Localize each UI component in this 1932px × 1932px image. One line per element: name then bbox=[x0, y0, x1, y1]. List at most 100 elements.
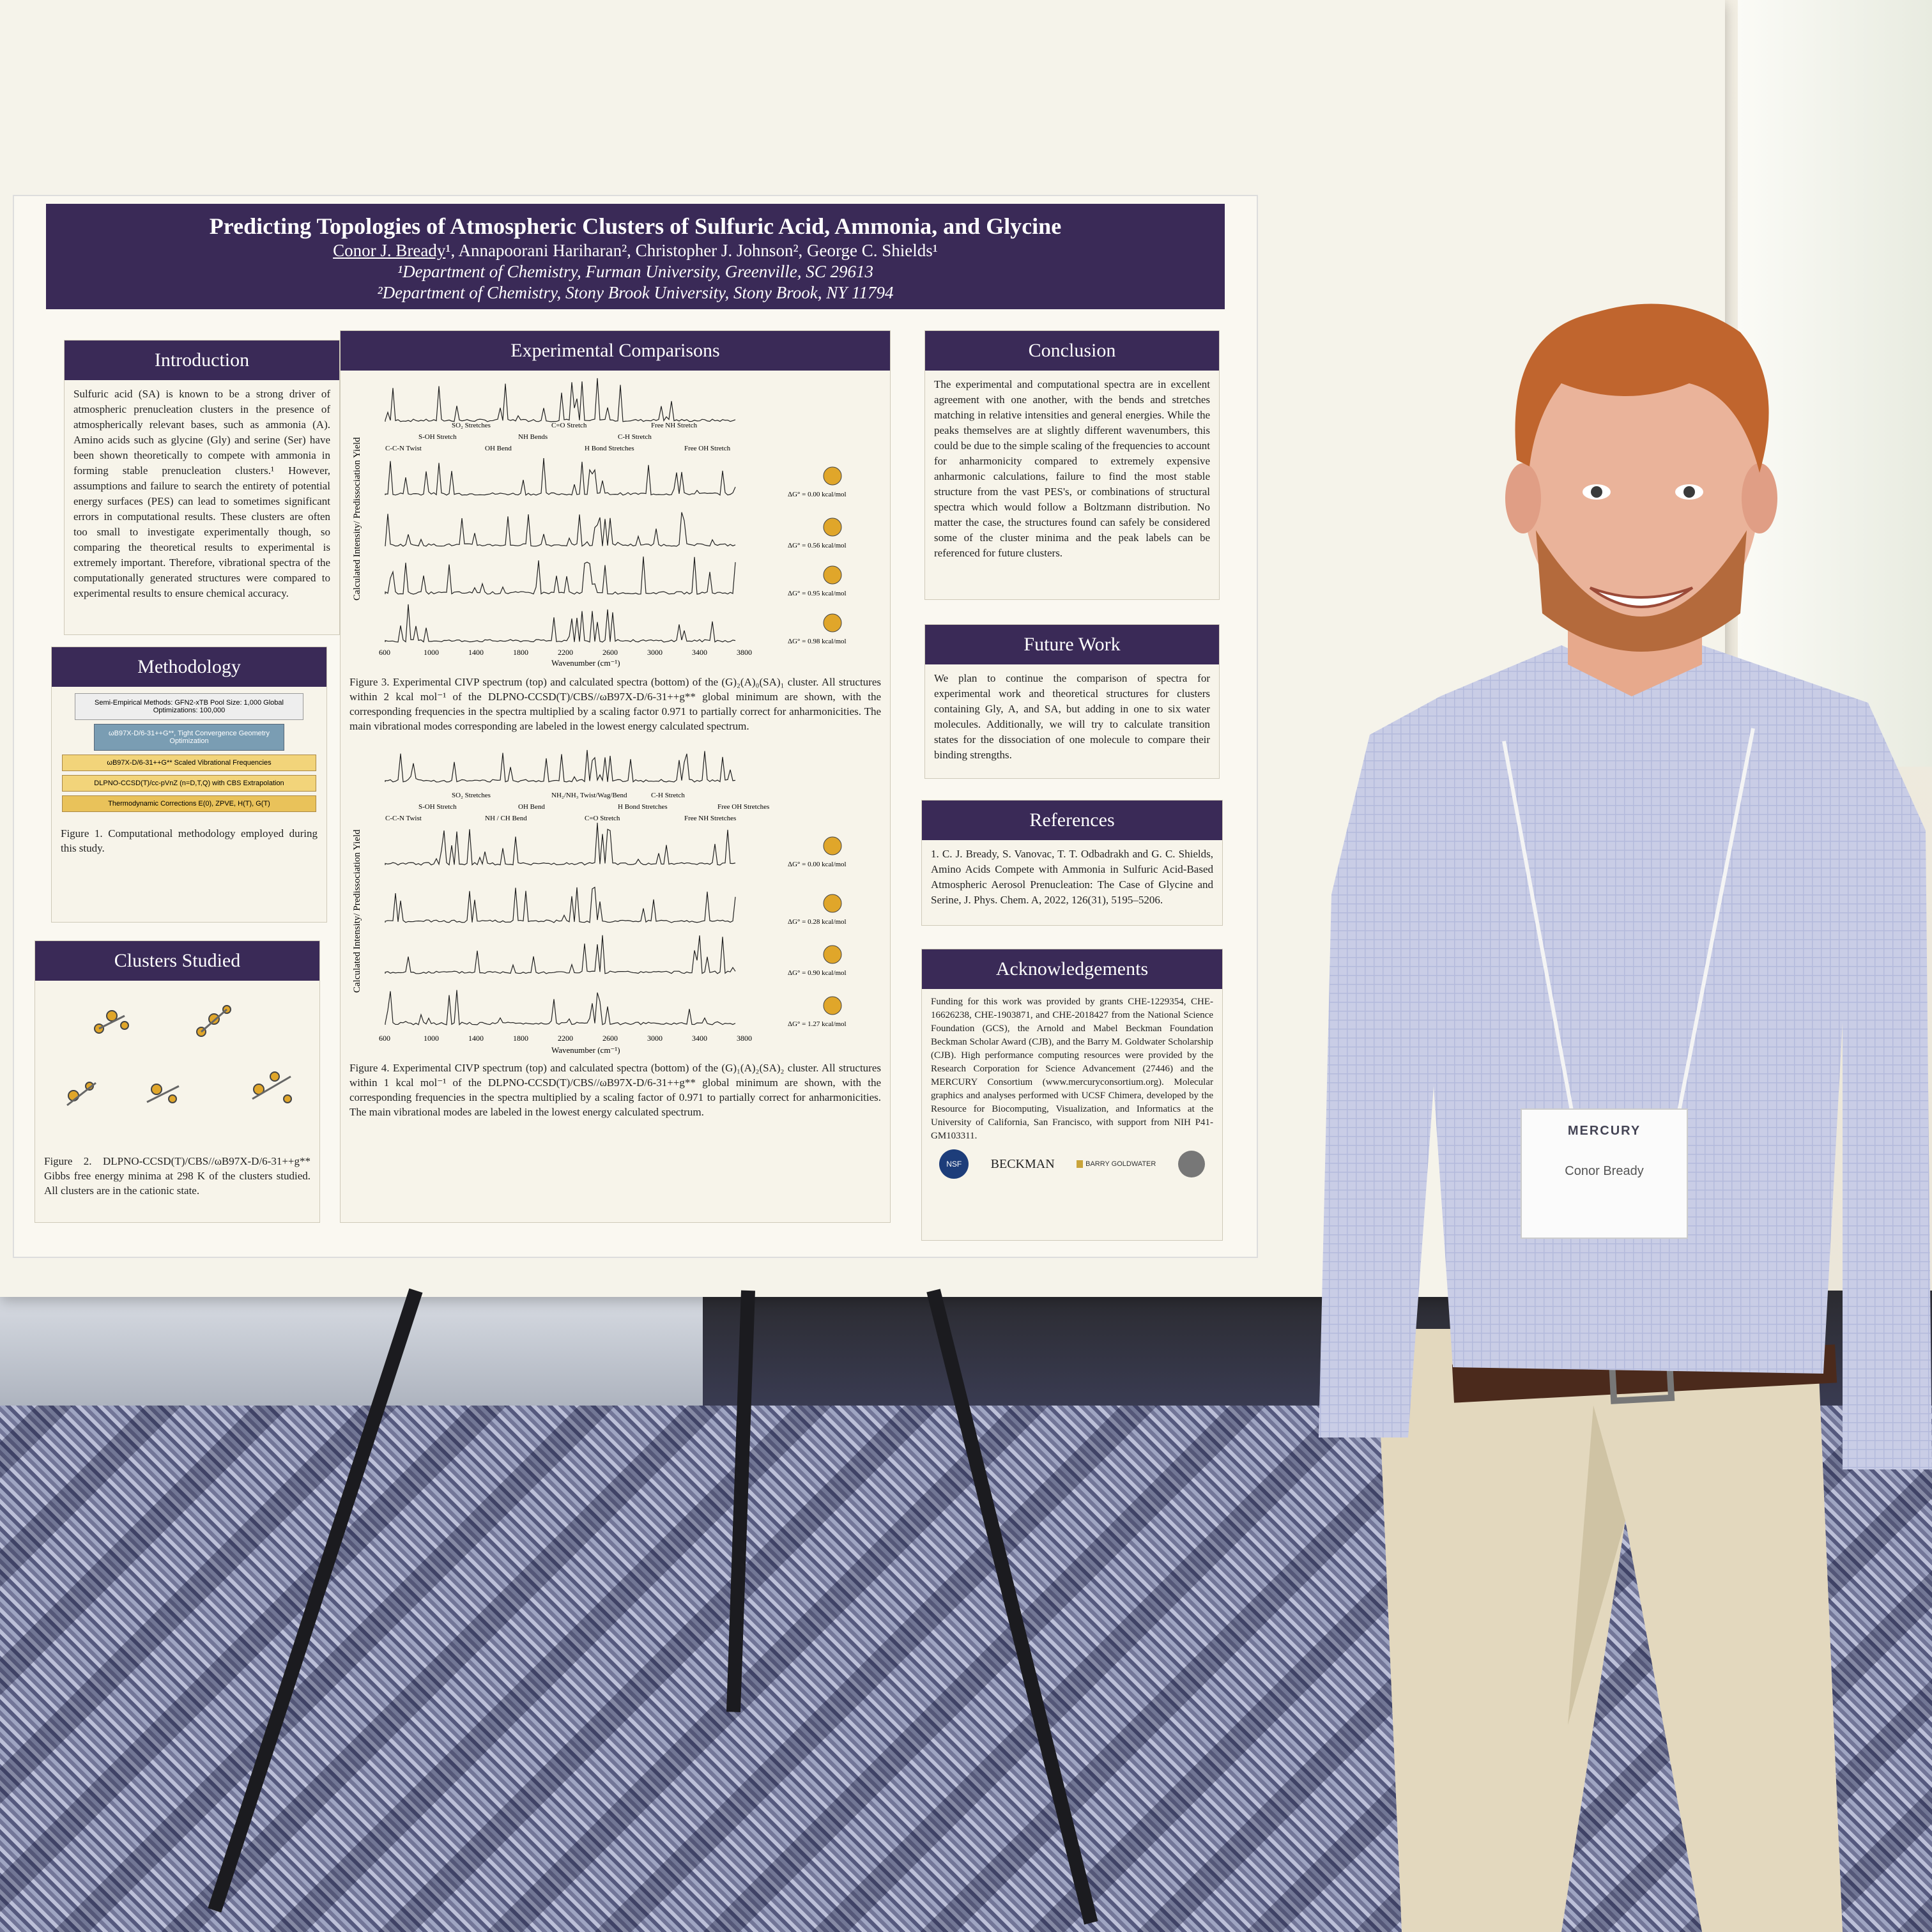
affiliation-1: ¹Department of Chemistry, Furman Univers… bbox=[397, 262, 873, 281]
ear-left bbox=[1505, 463, 1541, 533]
cluster-structure-icon bbox=[823, 894, 842, 913]
energy-label: ΔG° = 0.00 kcal/mol bbox=[788, 491, 847, 498]
method-step-2: ωB97X-D/6-31++G**, Tight Convergence Geo… bbox=[94, 724, 284, 751]
method-step-3: ωB97X-D/6-31++G** Scaled Vibrational Fre… bbox=[62, 755, 316, 771]
fig4-energies: ΔG° = 0.00 kcal/mol ΔG° = 0.28 kcal/mol ΔG… bbox=[788, 836, 847, 1028]
figure-4-spectra: Calculated Intensity/ Predissociation Yi… bbox=[352, 749, 847, 1055]
references-heading: References bbox=[922, 801, 1222, 840]
poster-banner: Predicting Topologies of Atmospheric Clu… bbox=[46, 204, 1225, 309]
x-tick-label: 600 bbox=[379, 1034, 390, 1043]
figure-3-caption: Figure 3. Experimental CIVP spectrum (to… bbox=[349, 676, 881, 732]
peak-label: Free NH Stretch bbox=[651, 422, 698, 429]
sponsor-logos: NSF BECKMAN BARRY GOLDWATER bbox=[922, 1149, 1222, 1179]
figure-1-caption: Figure 1. Computational methodology empl… bbox=[61, 827, 318, 854]
x-tick-label: 1800 bbox=[513, 648, 528, 657]
x-tick-label: 2600 bbox=[602, 648, 618, 657]
energy-label: ΔG° = 0.95 kcal/mol bbox=[788, 590, 847, 597]
spectrum-trace bbox=[385, 457, 736, 496]
x-tick-label: 1000 bbox=[424, 1034, 439, 1043]
future-work-text: We plan to continue the comparison of sp… bbox=[934, 672, 1210, 761]
spectrum-trace bbox=[385, 749, 736, 783]
poster-authors: Conor J. Bready¹, Annapoorani Hariharan²… bbox=[46, 241, 1225, 261]
ear-right bbox=[1742, 463, 1777, 533]
introduction-heading: Introduction bbox=[65, 341, 339, 380]
peak-label: Free OH Stretches bbox=[717, 803, 769, 811]
peak-label: C=O Stretch bbox=[585, 815, 620, 822]
method-step-1: Semi-Empirical Methods: GFN2-xTB Pool Si… bbox=[75, 693, 303, 720]
peak-label: SO₂ Stretches bbox=[452, 422, 491, 429]
fig4-peak-labels: C-C-N Twist S-OH Stretch SO₂ Stretches NH /… bbox=[385, 792, 769, 822]
x-tick-label: 2600 bbox=[602, 1034, 618, 1043]
spectrum-trace bbox=[385, 935, 736, 974]
peak-label: NH Bends bbox=[518, 433, 548, 441]
energy-label: ΔG° = 1.27 kcal/mol bbox=[788, 1020, 847, 1028]
presenter-person bbox=[1319, 303, 1932, 1932]
methodology-section: Methodology Semi-Empirical Methods: GFN2… bbox=[51, 647, 327, 923]
spectrum-trace bbox=[385, 604, 736, 643]
cluster-structure-icon bbox=[823, 945, 842, 964]
x-tick-label: 3800 bbox=[737, 648, 752, 657]
x-tick-label: 1400 bbox=[468, 1034, 484, 1043]
conclusion-heading: Conclusion bbox=[925, 331, 1219, 371]
acknowledgements-section: Acknowledgements Funding for this work w… bbox=[921, 949, 1223, 1241]
cluster-structure-icon bbox=[823, 836, 842, 855]
affiliation-2: ²Department of Chemistry, Stony Brook Un… bbox=[377, 283, 894, 302]
x-tick-label: 1000 bbox=[424, 648, 439, 657]
clusters-heading: Clusters Studied bbox=[35, 941, 319, 981]
peak-label: S-OH Stretch bbox=[418, 803, 457, 811]
references-section: References 1. C. J. Bready, S. Vanovac, … bbox=[921, 800, 1223, 926]
lanyard bbox=[1502, 728, 1755, 1125]
energy-label: ΔG° = 0.00 kcal/mol bbox=[788, 861, 847, 868]
beard bbox=[1536, 530, 1747, 652]
energy-label: ΔG° = 0.98 kcal/mol bbox=[788, 638, 847, 645]
chairs bbox=[0, 1291, 703, 1406]
mercury-logo-icon bbox=[1177, 1151, 1205, 1177]
x-tick-label: 1800 bbox=[513, 1034, 528, 1043]
peak-label: H Bond Stretches bbox=[585, 445, 634, 452]
clusters-section: Clusters Studied Figure 2. DLPNO-CCSD(T)… bbox=[34, 940, 320, 1223]
peak-label: NH / CH Bend bbox=[485, 815, 527, 822]
peak-label: NH₂/NH₃ Twist/Wag/Bend bbox=[551, 792, 627, 799]
introduction-text: Sulfuric acid (SA) is known to be a stro… bbox=[73, 388, 330, 599]
x-tick-label: 3800 bbox=[737, 1034, 752, 1043]
spectrum-trace bbox=[385, 822, 736, 866]
x-tick-label: 3000 bbox=[647, 648, 663, 657]
cluster-structure-icon bbox=[823, 518, 842, 537]
face bbox=[1523, 345, 1759, 639]
conclusion-section: Conclusion The experimental and computat… bbox=[924, 330, 1220, 600]
name-badge: MERCURY Conor Bready bbox=[1521, 1108, 1688, 1239]
energy-label: ΔG° = 0.56 kcal/mol bbox=[788, 542, 847, 549]
peak-label: C=O Stretch bbox=[551, 422, 587, 429]
x-tick-label: 2200 bbox=[558, 1034, 573, 1043]
conclusion-text: The experimental and computational spect… bbox=[934, 378, 1210, 559]
experimental-section: Experimental Comparisons Calculated Inte… bbox=[340, 330, 891, 1223]
window bbox=[1738, 0, 1932, 767]
peak-label: C-C-N Twist bbox=[385, 445, 422, 452]
peak-label: SO₂ Stretches bbox=[452, 792, 491, 799]
spectrum-trace bbox=[385, 556, 736, 595]
acknowledgements-text: Funding for this work was provided by gr… bbox=[931, 997, 1213, 1141]
spectrum-trace bbox=[385, 886, 736, 923]
introduction-section: Introduction Sulfuric acid (SA) is known… bbox=[64, 340, 340, 635]
peak-label: S-OH Stretch bbox=[418, 433, 457, 441]
fig4-traces bbox=[385, 749, 736, 1026]
peak-label: C-C-N Twist bbox=[385, 815, 422, 822]
beckman-logo: BECKMAN bbox=[990, 1156, 1055, 1171]
hair bbox=[1515, 303, 1769, 473]
fig3-traces bbox=[385, 378, 736, 643]
experimental-heading: Experimental Comparisons bbox=[341, 331, 890, 371]
fig3-x-axis-label: Wavenumber (cm⁻¹) bbox=[551, 658, 620, 668]
references-text: 1. C. J. Bready, S. Vanovac, T. T. Odbad… bbox=[931, 848, 1213, 906]
peak-label: H Bond Stretches bbox=[618, 803, 668, 811]
badge-name: Conor Bready bbox=[1565, 1164, 1644, 1178]
x-tick-label: 2200 bbox=[558, 648, 573, 657]
x-tick-label: 600 bbox=[379, 648, 390, 657]
nsf-logo: NSF bbox=[939, 1149, 969, 1179]
research-poster: Predicting Topologies of Atmospheric Clu… bbox=[13, 195, 1258, 1258]
fig3-energies: ΔG° = 0.00 kcal/mol ΔG° = 0.56 kcal/mol ΔG… bbox=[788, 466, 847, 645]
cluster-structure-icon bbox=[823, 466, 842, 486]
fig3-peak-labels: C-C-N Twist S-OH Stretch SO₂ Stretches OH B… bbox=[385, 422, 731, 452]
energy-label: ΔG° = 0.28 kcal/mol bbox=[788, 918, 847, 926]
figure-4-caption: Figure 4. Experimental CIVP spectrum (to… bbox=[349, 1062, 881, 1118]
method-step-4: DLPNO-CCSD(T)/cc-pVnZ (n=D,T,Q) with CBS… bbox=[62, 775, 316, 792]
